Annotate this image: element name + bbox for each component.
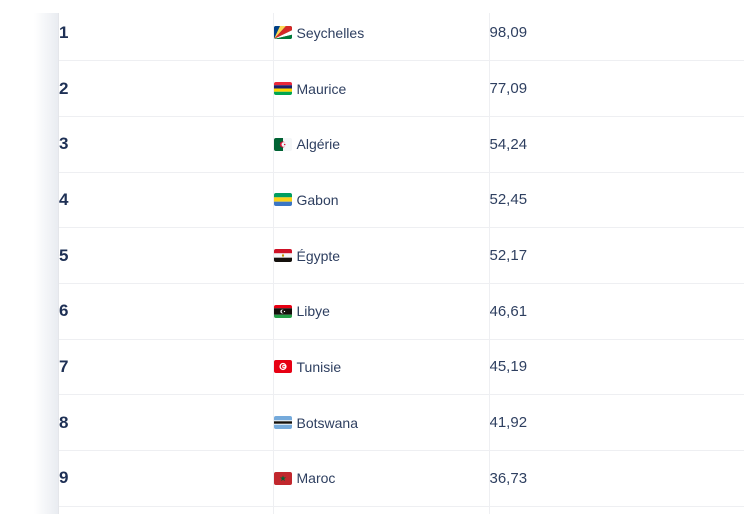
- value-cell: 54,24: [489, 116, 744, 173]
- country-name: Seychelles: [296, 24, 365, 41]
- country-name: Algérie: [296, 136, 341, 153]
- value-cell: 41,92: [489, 394, 744, 451]
- rank-cell: 3: [59, 116, 274, 173]
- value-cell: 46,61: [489, 283, 744, 340]
- rank-cell: 1: [59, 13, 274, 62]
- rank-cell: 4: [59, 172, 274, 229]
- rank-cell: 5: [59, 227, 274, 284]
- country-name: Gabon: [296, 191, 339, 208]
- country-cell: Maurice: [273, 60, 490, 117]
- value-cell: 52,17: [489, 227, 744, 284]
- table-row: 5 Égypte 52,17: [59, 227, 744, 284]
- rank-cell: 6: [59, 283, 274, 340]
- algerie-flag-icon: [273, 137, 292, 151]
- table-row: 1 Seychell: [59, 13, 744, 62]
- gabon-flag-icon: [273, 192, 292, 206]
- table-row: 8 Botswana 41,92: [59, 394, 744, 451]
- table-row: 2 Maurice 77,09: [59, 60, 744, 117]
- country-name: Tunisie: [296, 358, 342, 375]
- value-cell: 45,19: [489, 339, 744, 396]
- seychelles-flag-icon: [273, 26, 292, 40]
- value-cell: [489, 506, 744, 514]
- country-cell: Maroc: [273, 450, 490, 507]
- country-name: Maroc: [296, 470, 336, 487]
- rank-cell: [59, 506, 274, 514]
- country-cell: [273, 506, 490, 514]
- value-cell: 52,45: [489, 172, 744, 229]
- country-name: Maurice: [296, 80, 347, 97]
- horizontal-scroll-shadow: [34, 13, 58, 514]
- country-cell: Égypte: [273, 227, 490, 284]
- country-name: Égypte: [296, 247, 341, 264]
- country-name: Botswana: [296, 414, 358, 431]
- tunisie-flag-icon: [273, 360, 292, 374]
- table-row: 6 Libye: [59, 283, 744, 340]
- country-cell: Libye: [273, 283, 490, 340]
- value-cell: 98,09: [489, 13, 744, 62]
- table-row: 4 Gabon 52,45: [59, 172, 744, 229]
- ranking-table: 1 Seychell: [59, 13, 744, 514]
- country-cell: Botswana: [273, 394, 490, 451]
- rank-cell: 9: [59, 450, 274, 507]
- value-cell: 36,73: [489, 450, 744, 507]
- country-cell: Tunisie: [273, 339, 490, 396]
- libye-flag-icon: [273, 304, 292, 318]
- rank-cell: 8: [59, 394, 274, 451]
- egypte-flag-icon: [273, 249, 292, 263]
- value-cell: 77,09: [489, 60, 744, 117]
- rank-cell: 7: [59, 339, 274, 396]
- maroc-flag-icon: [273, 471, 292, 485]
- country-cell: Gabon: [273, 172, 490, 229]
- country-cell: Algérie: [273, 116, 490, 173]
- table-row: 7 Tunisie: [59, 339, 744, 396]
- table-row: 9 Maroc 36,73: [59, 450, 744, 507]
- maurice-flag-icon: [273, 82, 292, 96]
- table-row: 3 Algérie: [59, 116, 744, 173]
- ranking-table-card: 1 Seychell: [58, 13, 744, 514]
- rank-cell: 2: [59, 60, 274, 117]
- country-cell: Seychelles: [273, 13, 490, 62]
- country-name: Libye: [296, 303, 330, 320]
- botswana-flag-icon: [273, 416, 292, 430]
- table-row-partial: [59, 506, 744, 514]
